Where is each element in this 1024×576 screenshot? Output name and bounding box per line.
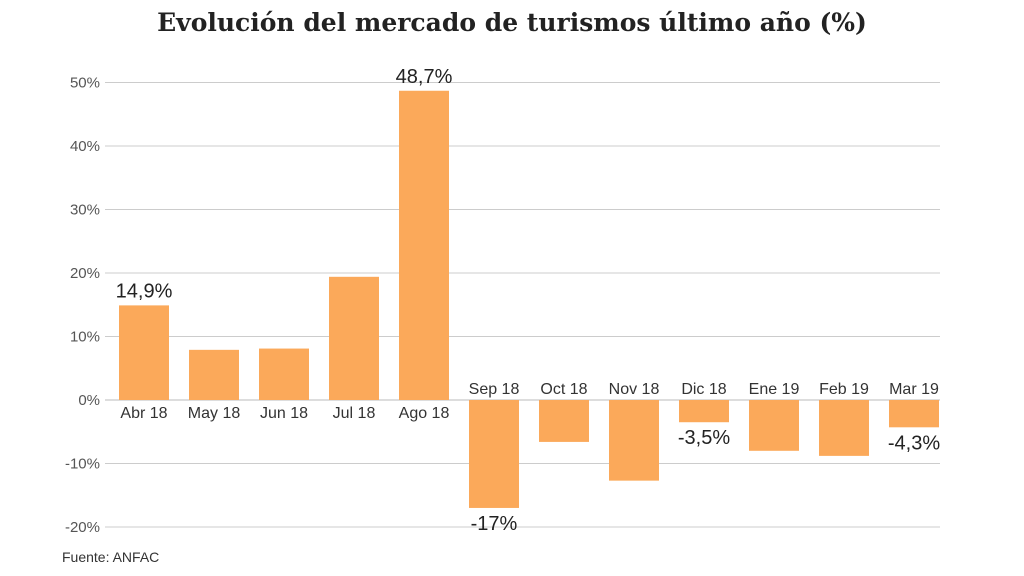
- bar: [539, 400, 589, 442]
- bar: [329, 276, 379, 400]
- bar: [119, 305, 169, 400]
- y-tick-label: 0%: [78, 392, 100, 409]
- data-label: 48,7%: [396, 66, 453, 88]
- x-tick-label: Ago 18: [399, 405, 450, 422]
- chart-title: Evolución del mercado de turismos último…: [157, 8, 867, 37]
- y-tick-label: 10%: [70, 329, 100, 346]
- x-tick-label: Mar 19: [889, 381, 939, 398]
- y-tick-label: 50%: [70, 75, 100, 92]
- x-tick-label: Sep 18: [469, 381, 520, 398]
- x-tick-label: Ene 19: [749, 381, 800, 398]
- bar: [469, 400, 519, 508]
- bar: [889, 400, 939, 428]
- source-note: Fuente: ANFAC: [62, 549, 160, 565]
- data-label: -3,5%: [678, 427, 730, 449]
- y-tick-label: 20%: [70, 265, 100, 282]
- bar: [679, 400, 729, 423]
- bar: [609, 400, 659, 481]
- x-tick-label: Feb 19: [819, 381, 869, 398]
- bar: [819, 400, 869, 456]
- data-label: -17%: [471, 513, 518, 535]
- bar: [189, 349, 239, 400]
- y-tick-label: 30%: [70, 202, 100, 219]
- x-tick-label: Dic 18: [681, 381, 726, 398]
- x-tick-label: Abr 18: [120, 405, 167, 422]
- data-label: -4,3%: [888, 432, 940, 454]
- x-tick-label: May 18: [188, 405, 241, 422]
- y-tick-label: 40%: [70, 138, 100, 155]
- bar: [749, 400, 799, 451]
- bar: [259, 348, 309, 400]
- x-tick-label: Jun 18: [260, 405, 308, 422]
- y-tick-label: -20%: [65, 519, 100, 536]
- bar: [399, 90, 449, 400]
- y-tick-label: -10%: [65, 456, 100, 473]
- x-tick-label: Oct 18: [540, 381, 587, 398]
- x-tick-label: Jul 18: [333, 405, 376, 422]
- data-label: 14,9%: [116, 280, 173, 302]
- x-tick-label: Nov 18: [609, 381, 660, 398]
